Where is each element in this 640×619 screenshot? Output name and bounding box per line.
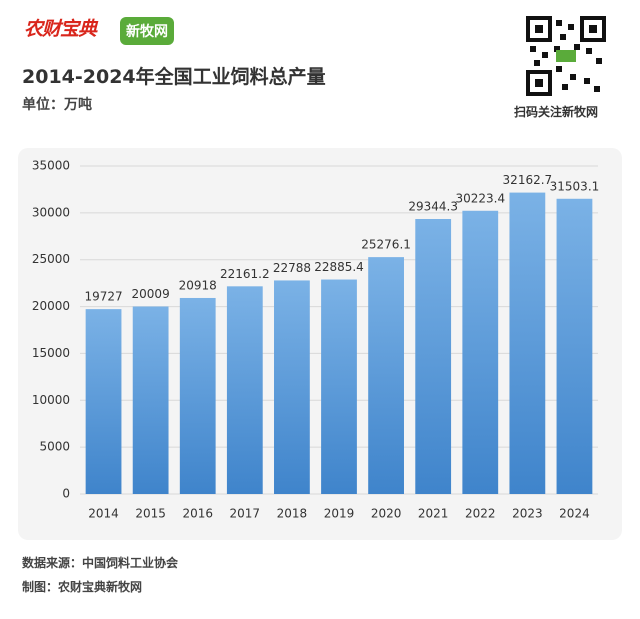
- maker-note: 制图：农财宝典新牧网: [22, 580, 143, 594]
- data-label: 30223.4: [455, 191, 505, 205]
- y-tick-label: 5000: [39, 440, 70, 454]
- bar: [462, 210, 499, 495]
- bar: [226, 286, 263, 494]
- source-note: 数据来源：中国饲料工业协会: [22, 556, 179, 570]
- y-tick-label: 25000: [32, 252, 70, 266]
- x-tick-label: 2024: [559, 507, 590, 521]
- y-tick-label: 35000: [32, 159, 70, 173]
- data-label: 29344.3: [408, 200, 458, 214]
- data-label: 31503.1: [550, 179, 600, 193]
- data-label: 22788: [273, 261, 311, 275]
- bar: [179, 297, 216, 494]
- x-tick-label: 2021: [418, 507, 449, 521]
- qr-caption: 扫码关注新牧网: [514, 105, 599, 119]
- y-tick-label: 10000: [32, 393, 70, 407]
- bar: [321, 279, 357, 494]
- y-tick-label: 20000: [32, 299, 70, 313]
- y-tick-label: 0: [62, 487, 70, 501]
- bar: [274, 280, 310, 494]
- bar: [415, 219, 452, 494]
- bar: [368, 257, 404, 494]
- bar: [556, 198, 593, 495]
- data-label: 20918: [179, 278, 217, 292]
- x-tick-label: 2015: [135, 507, 166, 521]
- bar: [85, 309, 122, 494]
- data-label: 32162.7: [503, 173, 553, 187]
- y-tick-label: 15000: [32, 346, 70, 360]
- x-tick-label: 2017: [230, 507, 261, 521]
- x-tick-label: 2019: [324, 507, 355, 521]
- data-label: 22161.2: [220, 267, 270, 281]
- chart-subtitle: 单位：万吨: [22, 97, 92, 113]
- data-label: 22885.4: [314, 260, 364, 274]
- x-tick-label: 2020: [371, 507, 402, 521]
- logo: 新牧网: [120, 17, 174, 45]
- x-tick-label: 2016: [182, 507, 213, 521]
- data-label: 19727: [84, 290, 122, 304]
- y-tick-label: 30000: [32, 205, 70, 219]
- bar: [509, 192, 546, 495]
- x-tick-label: 2014: [88, 507, 119, 521]
- bar: [132, 306, 169, 494]
- x-tick-label: 2022: [465, 507, 496, 521]
- x-tick-label: 2023: [512, 507, 543, 521]
- data-label: 20009: [132, 287, 170, 301]
- logo: 农财宝典: [24, 18, 97, 40]
- x-tick-label: 2018: [277, 507, 308, 521]
- data-label: 25276.1: [361, 238, 411, 252]
- chart-title: 2014-2024年全国工业饲料总产量: [22, 66, 326, 88]
- qr-code: [526, 16, 606, 96]
